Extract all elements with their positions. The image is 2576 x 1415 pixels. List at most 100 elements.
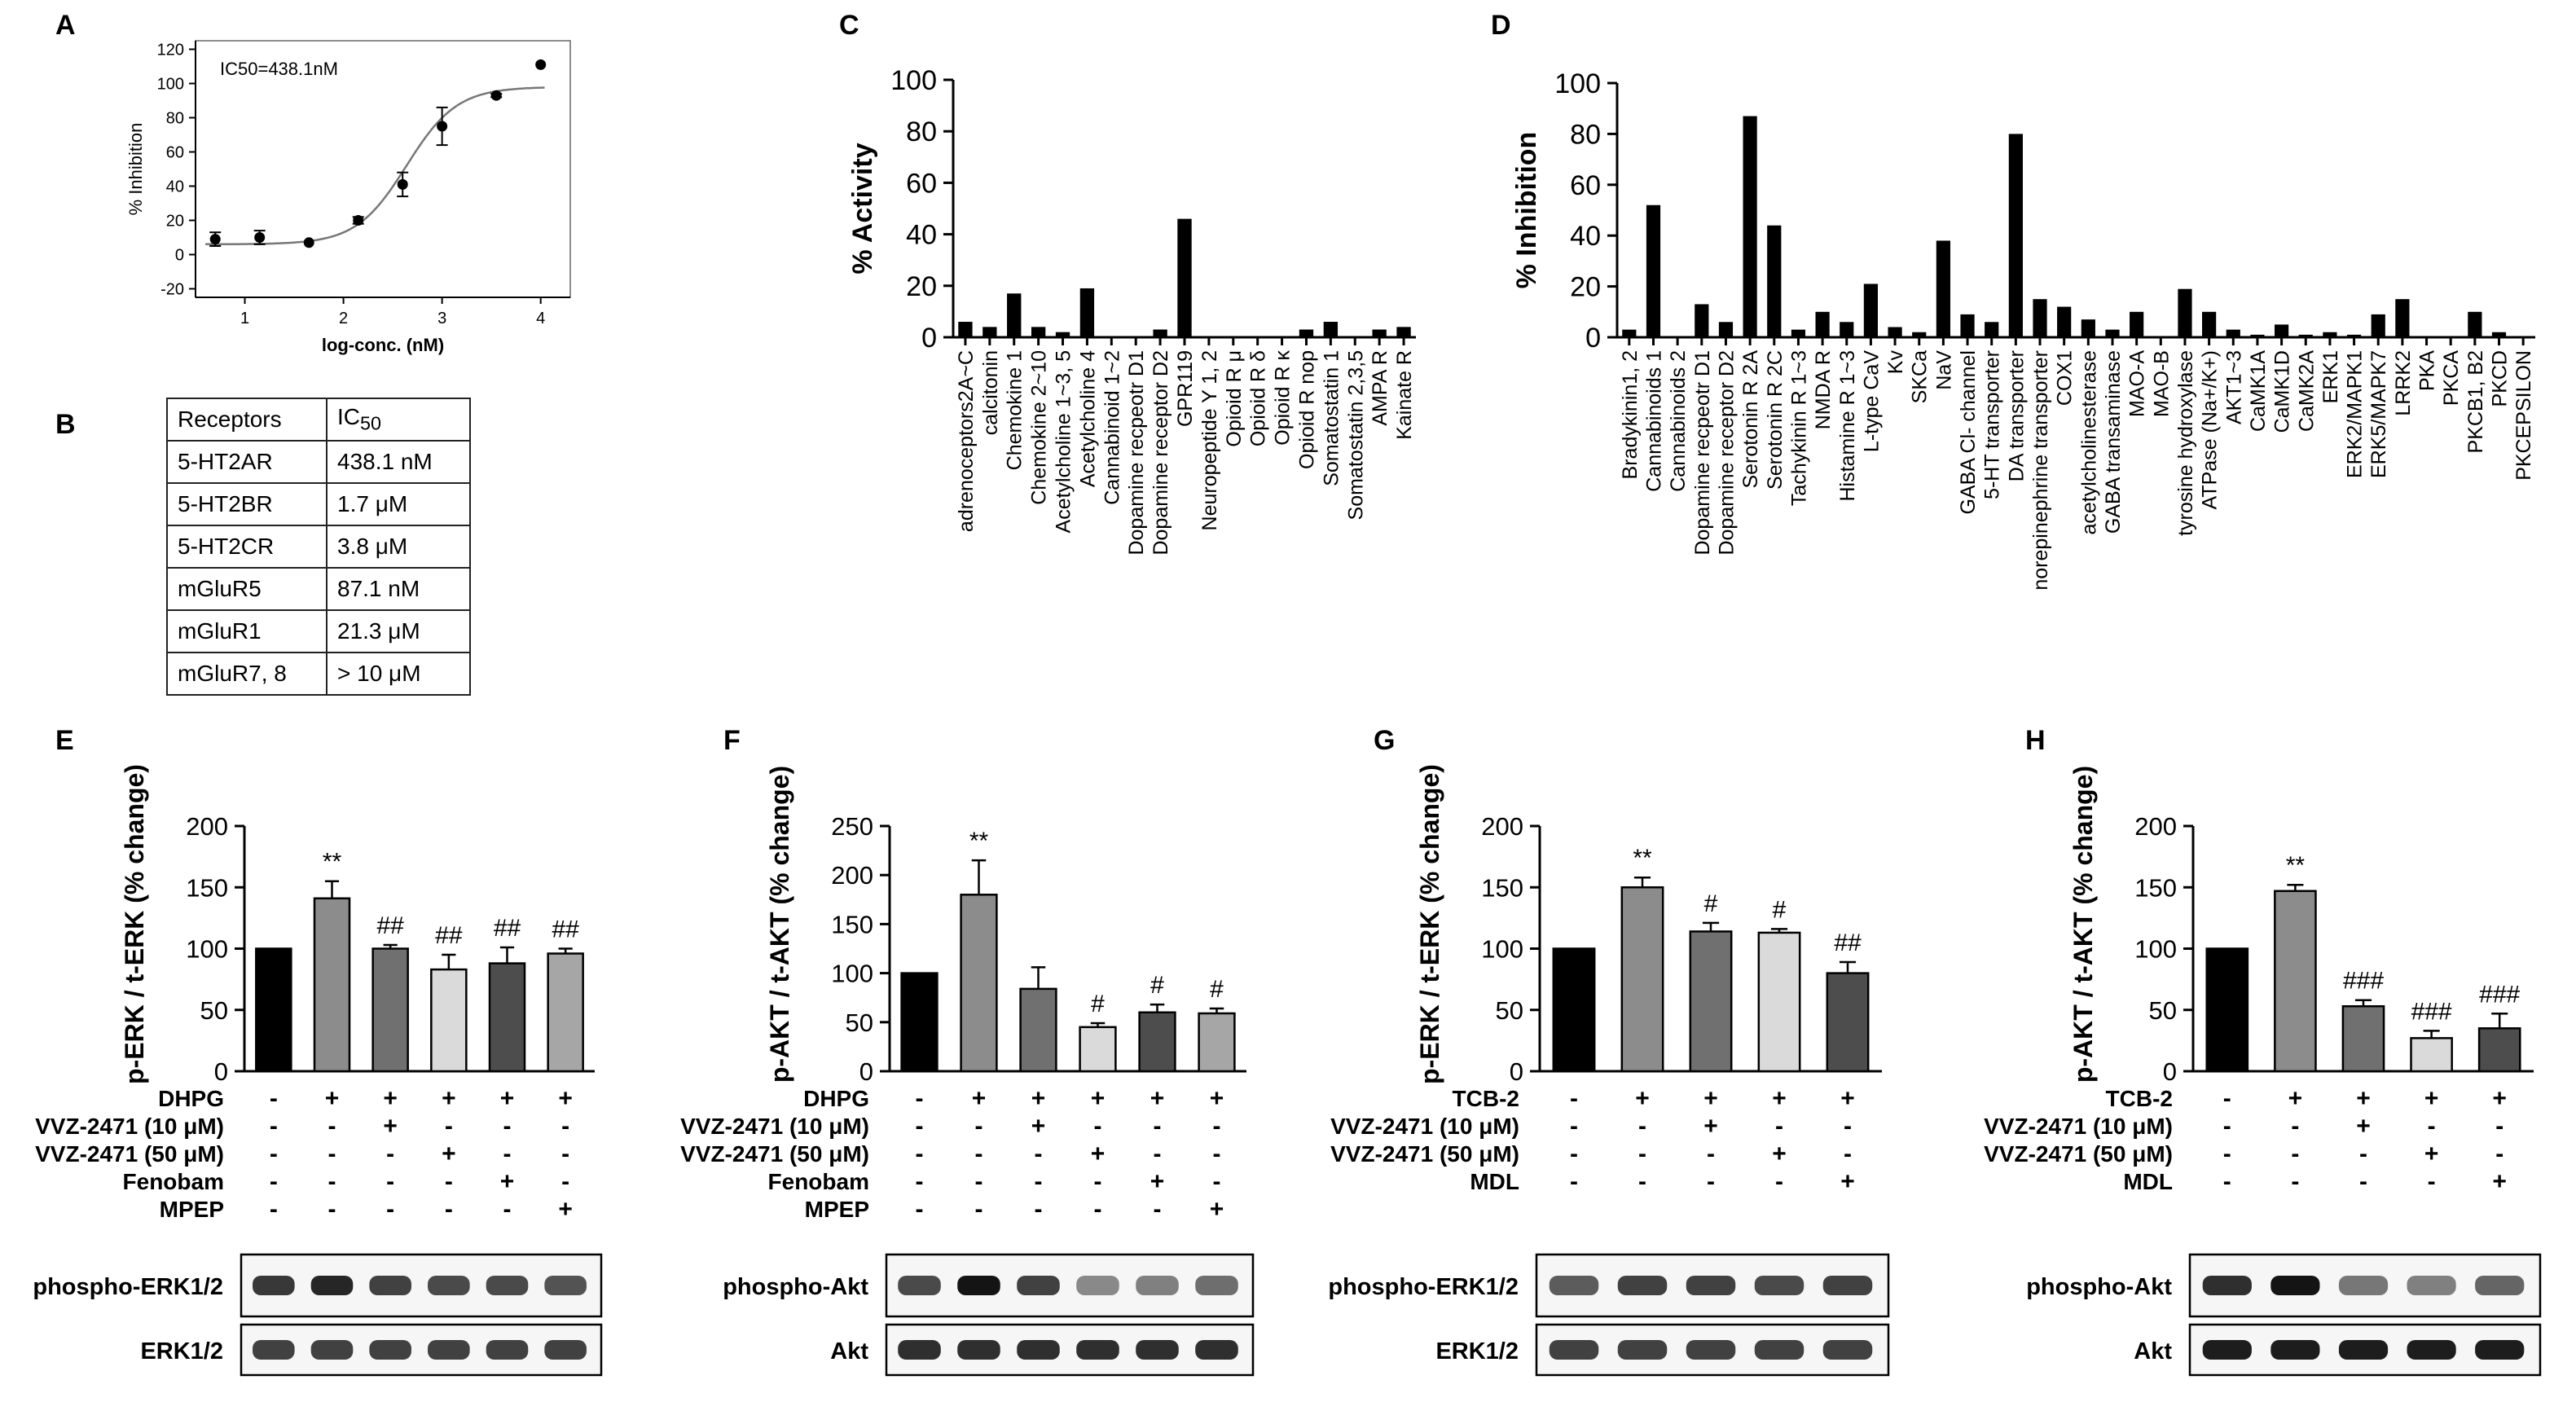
blot-band	[2407, 1340, 2456, 1360]
category-label: PKCB1, B2	[2464, 350, 2487, 453]
bar	[1985, 322, 1999, 337]
bar	[2395, 299, 2410, 337]
category-label: CaMK1D	[2271, 350, 2294, 433]
blot-band	[1686, 1276, 1736, 1295]
blot-band	[253, 1276, 295, 1295]
condition-sign: +	[325, 1085, 340, 1112]
significance-mark: ##	[376, 912, 404, 939]
condition-sign: -	[561, 1113, 569, 1140]
condition-label: DHPG	[803, 1086, 869, 1111]
condition-sign: -	[328, 1168, 336, 1195]
condition-sign: -	[561, 1140, 569, 1167]
y-axis-label: % Inhibition	[125, 123, 146, 216]
bar	[1620, 886, 1664, 1073]
condition-sign: -	[1570, 1085, 1578, 1112]
condition-sign: +	[1703, 1113, 1718, 1140]
category-label: Opioid R μ	[1223, 350, 1246, 447]
bar	[1743, 116, 1757, 337]
condition-sign: +	[383, 1085, 398, 1112]
condition-sign: -	[1094, 1113, 1102, 1140]
condition-sign: -	[270, 1196, 278, 1223]
y-tick-label: 80	[166, 110, 184, 128]
condition-sign: -	[916, 1113, 924, 1140]
category-label: CaMK2A	[2295, 350, 2318, 432]
condition-label: VVZ-2471 (50 μM)	[35, 1141, 224, 1167]
blot-band	[2270, 1276, 2320, 1295]
y-tick-label: 100	[890, 65, 937, 96]
blot-frame	[240, 1253, 603, 1318]
bar	[2477, 1027, 2521, 1073]
condition-sign: +	[2424, 1085, 2439, 1112]
y-tick-label: 100	[1554, 68, 1601, 99]
significance-mark: **	[969, 828, 989, 855]
condition-label: VVZ-2471 (10 μM)	[680, 1114, 869, 1139]
category-label: Opioid R δ	[1247, 350, 1270, 446]
condition-sign: -	[270, 1113, 278, 1140]
y-tick-label: 200	[186, 812, 228, 841]
bar	[2130, 311, 2144, 337]
condition-sign: -	[1775, 1113, 1783, 1140]
panel-letter-c: C	[839, 10, 859, 41]
blot-band	[544, 1340, 587, 1360]
table-row: 5-HT2CR 3.8 μM	[166, 525, 471, 569]
condition-sign: -	[1707, 1168, 1715, 1195]
bar	[1863, 283, 1879, 337]
condition-label: VVZ-2471 (50 μM)	[1330, 1141, 1519, 1167]
condition-sign: -	[270, 1140, 278, 1167]
table-cell: mGluR7, 8	[166, 652, 327, 696]
bar	[1007, 293, 1022, 337]
pakt-tcb2-bar-chart: 0 50 100 150 200 p-AKT / t-AKT (% change) ** ##…	[1984, 766, 2542, 1377]
condition-sign: -	[386, 1168, 394, 1195]
panel-letter-d: D	[1491, 10, 1511, 41]
condition-sign: +	[1031, 1085, 1046, 1112]
category-label: Bradykinin1, 2	[1619, 350, 1642, 479]
condition-sign: -	[1154, 1140, 1162, 1167]
condition-sign: -	[2428, 1113, 2436, 1140]
condition-sign: -	[503, 1196, 512, 1223]
y-tick-label: 0	[1510, 1057, 1523, 1086]
condition-sign: -	[916, 1140, 924, 1167]
category-label: Dopamine receptor D2	[1715, 350, 1738, 556]
category-label: Cannabinoids 1	[1642, 350, 1665, 492]
condition-label: MPEP	[805, 1197, 869, 1222]
blot-band	[898, 1340, 941, 1360]
condition-sign: -	[1570, 1168, 1578, 1195]
bar	[960, 894, 998, 1073]
y-tick-label: 150	[186, 873, 228, 902]
category-label: Serotonin R 2C	[1764, 350, 1787, 490]
y-tick-label: 200	[1481, 812, 1523, 841]
blot-label: Akt	[830, 1338, 868, 1364]
bar	[1888, 327, 1902, 337]
data-point	[397, 178, 408, 190]
blot-band	[2338, 1340, 2389, 1360]
bar	[1552, 947, 1596, 1073]
blot-label: phospho-ERK1/2	[33, 1274, 223, 1300]
bar	[313, 897, 351, 1073]
condition-sign: -	[2223, 1168, 2231, 1195]
category-label: PKCD	[2489, 350, 2512, 406]
condition-sign: -	[975, 1196, 983, 1223]
y-tick-label: 50	[2149, 996, 2177, 1025]
significance-mark: #	[1091, 991, 1105, 1017]
x-tick-label: 3	[437, 310, 446, 327]
blot-frame	[240, 1323, 603, 1377]
condition-sign: -	[386, 1140, 394, 1167]
blot-frame	[885, 1323, 1255, 1377]
panel-letter-g: G	[1374, 725, 1395, 756]
category-label: Opioid R κ	[1272, 350, 1295, 446]
y-tick-label: 40	[166, 178, 184, 196]
bar	[1791, 329, 1806, 337]
y-tick-label: 40	[1570, 221, 1601, 252]
y-tick-label: 100	[186, 935, 228, 964]
y-tick-label: 100	[157, 76, 184, 94]
bar	[1960, 314, 1975, 337]
bar	[2341, 1004, 2385, 1073]
bar	[1815, 311, 1830, 337]
category-label: Cannabinoid 1~2	[1101, 350, 1123, 505]
condition-label: VVZ-2471 (10 μM)	[1984, 1114, 2173, 1139]
bar	[2491, 332, 2507, 337]
category-label: Neuropeptide Y 1, 2	[1198, 350, 1221, 530]
bar	[2057, 306, 2072, 337]
table-cell: > 10 μM	[326, 652, 471, 696]
bar	[1153, 329, 1167, 337]
